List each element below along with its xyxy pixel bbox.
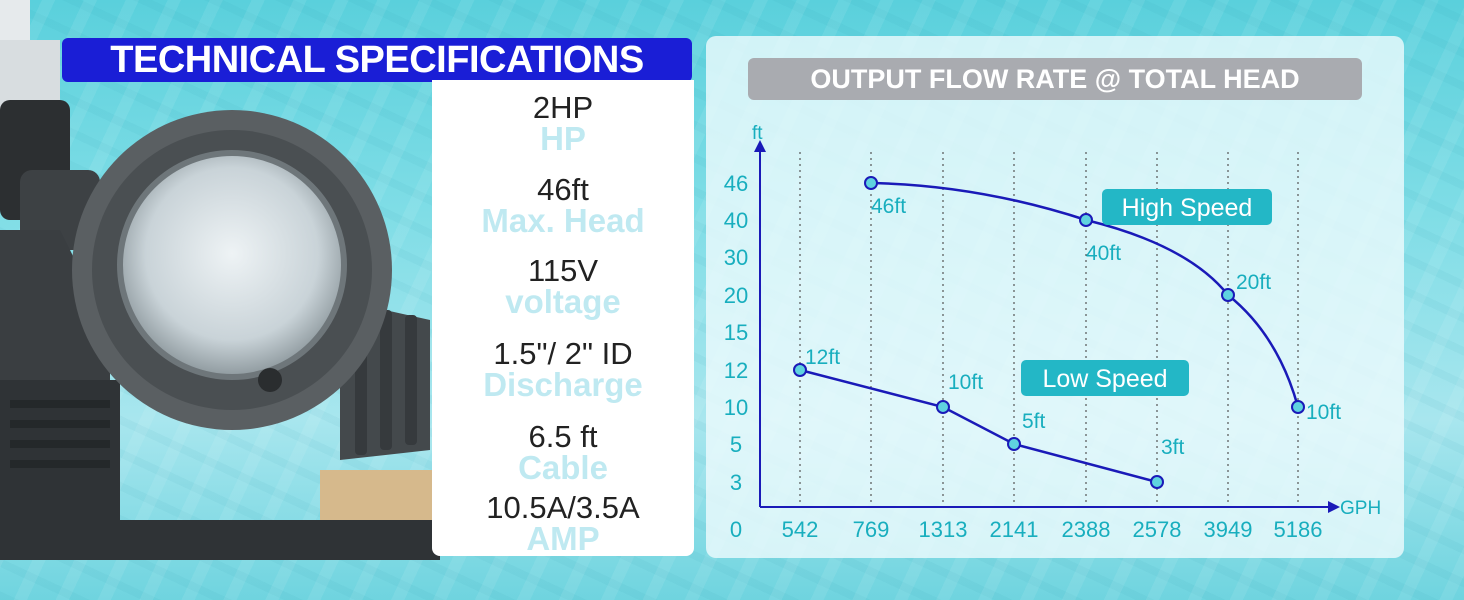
data-point-high-speed: [1291, 400, 1305, 414]
y-axis-arrow: [754, 140, 766, 152]
chart-title: OUTPUT FLOW RATE @ TOTAL HEAD: [748, 58, 1362, 100]
data-label-high-speed: 46ft: [871, 195, 906, 218]
data-label-low-speed: 12ft: [805, 346, 840, 369]
spec-panel: HP 2HP Max. Head 46ft voltage 115V Disch…: [432, 80, 694, 557]
y-tick-label: 10: [724, 395, 748, 420]
spec-label: voltage: [505, 283, 621, 320]
data-point-high-speed: [1221, 288, 1235, 302]
spec-row: Cable 6.5 ft: [432, 413, 694, 497]
x-tick-label: 5186: [1274, 517, 1323, 542]
spec-value: 115V: [527, 253, 599, 288]
spec-row: Max. Head 46ft: [432, 166, 694, 250]
x-axis-label: GPH: [1340, 498, 1381, 519]
page-title: TECHNICAL SPECIFICATIONS: [62, 38, 692, 82]
spec-label: Cable: [518, 449, 608, 486]
x-tick-label: 3949: [1204, 517, 1253, 542]
data-point-low-speed: [1150, 475, 1164, 489]
data-label-high-speed: 20ft: [1236, 271, 1271, 294]
data-point-low-speed: [793, 363, 807, 377]
data-point-high-speed: [1079, 213, 1093, 227]
x-tick-label: 2141: [990, 517, 1039, 542]
spec-label: HP: [540, 120, 586, 157]
data-label-low-speed: 10ft: [948, 371, 983, 394]
y-tick-label: 12: [724, 358, 748, 383]
y-tick-label: 40: [724, 208, 748, 233]
data-label-high-speed: 40ft: [1086, 242, 1121, 265]
y-tick-label: 46: [724, 171, 748, 196]
data-label-low-speed: 3ft: [1161, 436, 1185, 459]
y-tick-label: 30: [724, 245, 748, 270]
legend-high-speed: [1102, 189, 1272, 225]
x-tick-label: 542: [782, 517, 819, 542]
y-tick-label: 15: [724, 320, 748, 345]
spec-label: AMP: [526, 520, 600, 557]
data-point-high-speed: [864, 176, 878, 190]
spec-value: 46ft: [537, 172, 589, 207]
spec-row: HP 2HP: [432, 84, 694, 168]
spec-value: 6.5 ft: [528, 419, 598, 454]
chart-panel: [706, 36, 1404, 558]
legend-low-speed: [1021, 360, 1189, 396]
x-tick-label: 2578: [1133, 517, 1182, 542]
x-tick-label: 1313: [919, 517, 968, 542]
x-tick-label: 769: [853, 517, 890, 542]
y-tick-label: 20: [724, 283, 748, 308]
x-axis-arrow: [1328, 501, 1340, 513]
y-axis-label: ft: [752, 123, 763, 144]
data-point-low-speed: [1007, 437, 1021, 451]
pool-pump-image: [0, 0, 440, 560]
series-line-high-speed: [870, 181, 1300, 408]
spec-label: Max. Head: [481, 202, 645, 239]
legend-label-high-speed: High Speed: [1122, 194, 1253, 222]
x-tick-label: 2388: [1062, 517, 1111, 542]
y-tick-label: 5: [730, 432, 742, 457]
spec-row: voltage 115V: [432, 247, 694, 331]
y-tick-label: 3: [730, 470, 742, 495]
legend-label-low-speed: Low Speed: [1042, 365, 1167, 393]
spec-value: 2HP: [532, 90, 594, 125]
spec-row: Discharge 1.5"/ 2" ID: [432, 330, 694, 414]
series-line-low-speed: [799, 368, 1158, 484]
data-label-low-speed: 5ft: [1022, 410, 1046, 433]
data-point-low-speed: [936, 400, 950, 414]
spec-row: AMP 10.5A/3.5A: [432, 484, 694, 568]
spec-label: Discharge: [483, 366, 643, 403]
data-label-high-speed: 10ft: [1306, 401, 1341, 424]
spec-value: 1.5"/ 2" ID: [493, 336, 633, 371]
x-tick-label: 0: [730, 517, 742, 542]
spec-value: 10.5A/3.5A: [486, 490, 640, 525]
